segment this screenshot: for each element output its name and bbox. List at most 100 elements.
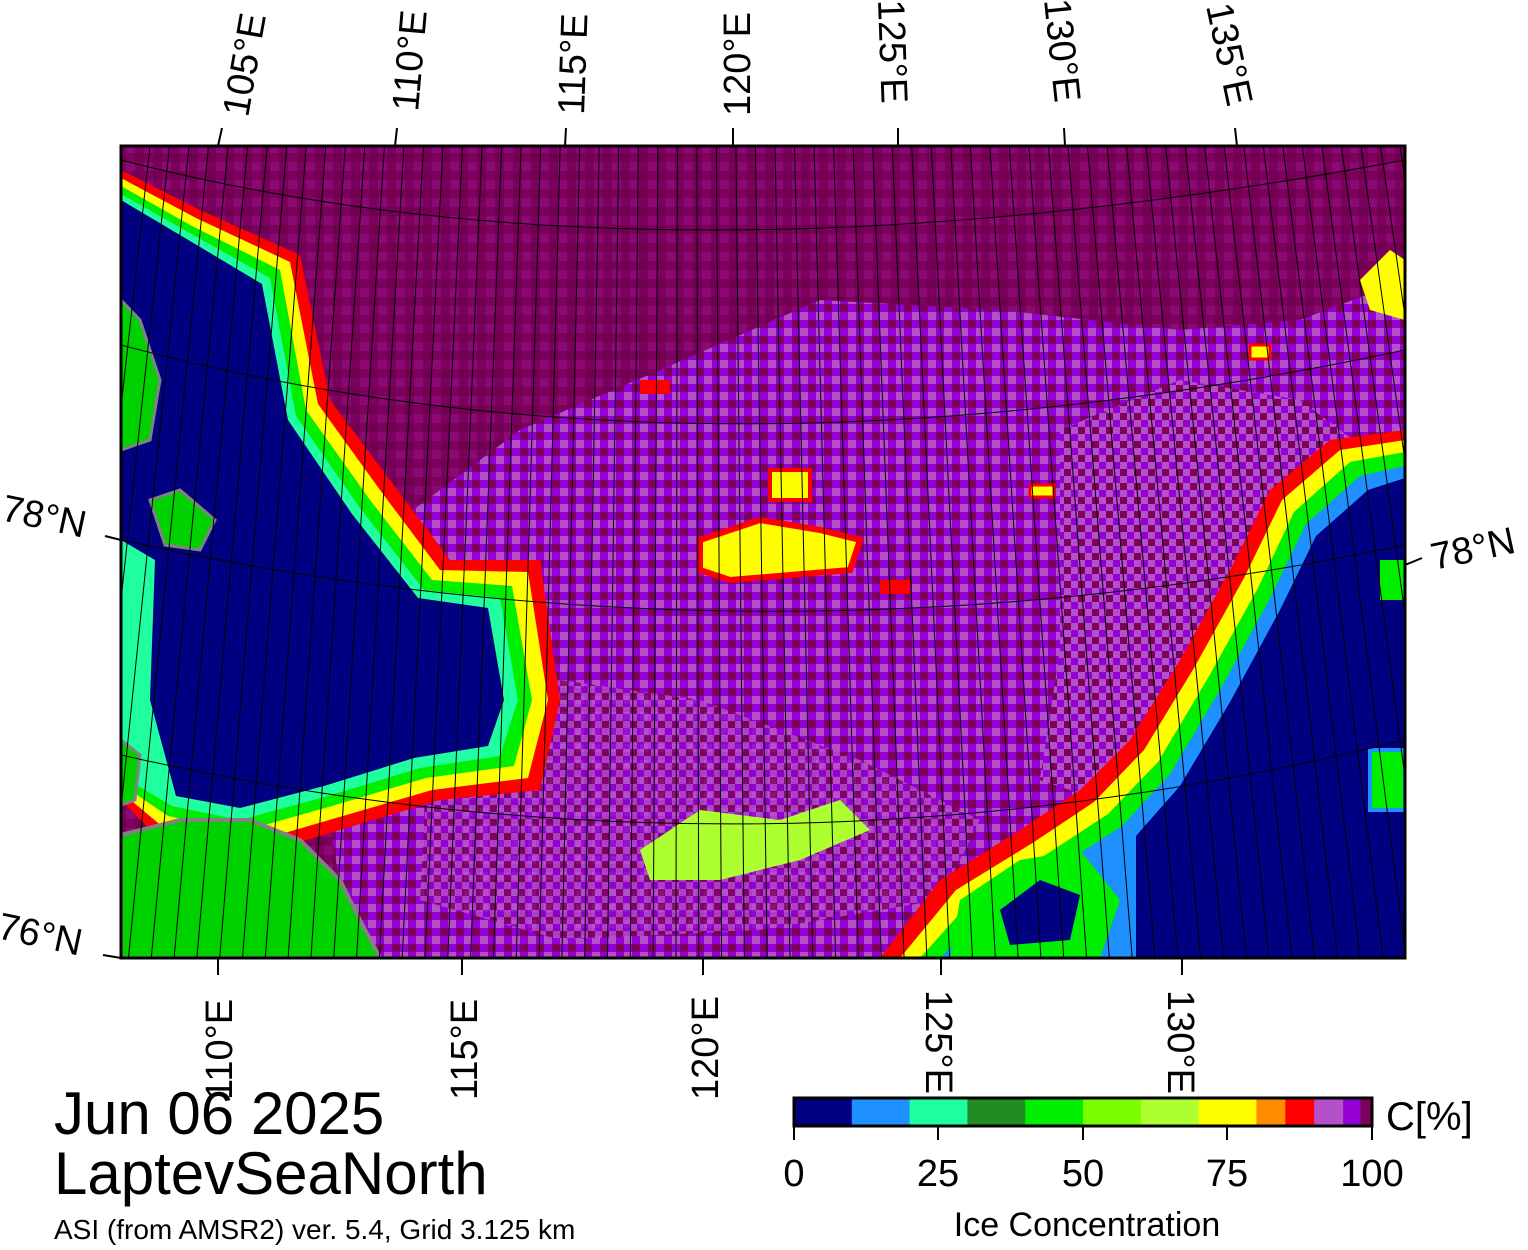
graticule-meridians bbox=[121, 146, 1405, 958]
ice-streak-south bbox=[640, 800, 870, 880]
meridian-line bbox=[584, 146, 600, 958]
meridian-line bbox=[774, 146, 791, 958]
open-water-west bbox=[121, 200, 504, 808]
colorbar-swatches bbox=[794, 1098, 1373, 1126]
colorbar-swatch bbox=[1140, 1098, 1200, 1126]
meridian-line bbox=[1106, 146, 1179, 958]
top-lon-label-105: 105°E bbox=[216, 10, 275, 120]
colorbar-unit: C[%] bbox=[1386, 1095, 1473, 1139]
ice-streak-central-edge bbox=[697, 516, 864, 584]
graticule-latitudes bbox=[121, 159, 1405, 825]
ice-spot-d bbox=[880, 580, 910, 594]
top-lon-label-125: 125°E bbox=[869, 0, 915, 104]
meridian-line bbox=[930, 146, 973, 958]
map-date: Jun 06 2025 bbox=[54, 1080, 385, 1147]
top-lon-label-110: 110°E bbox=[385, 8, 436, 112]
meridian-line bbox=[872, 146, 905, 958]
meridian-line bbox=[515, 146, 542, 958]
land-west-upper bbox=[121, 297, 162, 452]
meridian-line bbox=[538, 146, 561, 958]
colorbar-tick-75: 75 bbox=[1206, 1153, 1248, 1195]
meridian-line bbox=[264, 146, 327, 958]
colorbar-swatch bbox=[1314, 1098, 1344, 1126]
ice-spot-e bbox=[1248, 343, 1272, 361]
colorbar-swatch bbox=[909, 1098, 968, 1126]
colorbar: 0 25 50 75 100 C[%] Ice Concentration bbox=[783, 1095, 1472, 1244]
meridian-line bbox=[607, 146, 620, 958]
colorbar-ticks bbox=[793, 1126, 1373, 1140]
meridian-line bbox=[121, 146, 190, 814]
map-frame bbox=[119, 144, 1407, 960]
colorbar-title: Ice Concentration bbox=[954, 1206, 1221, 1244]
bottom-lon-label-110: 110°E bbox=[199, 999, 241, 1100]
colorbar-swatch bbox=[794, 1098, 853, 1126]
meridian-line bbox=[150, 146, 229, 958]
bottom-lon-label-120: 120°E bbox=[685, 996, 727, 1100]
meridian-line bbox=[629, 146, 639, 958]
meridian-line bbox=[356, 146, 405, 958]
meridian-line bbox=[378, 146, 424, 958]
meridian-line bbox=[1165, 146, 1247, 958]
meridian-line bbox=[401, 146, 444, 958]
meridian-line bbox=[310, 146, 366, 958]
ice-spot-b bbox=[768, 468, 812, 502]
bottom-lon-label-115: 115°E bbox=[444, 999, 486, 1100]
meridian-line bbox=[989, 146, 1042, 958]
meridian-line bbox=[561, 146, 581, 958]
meridian-line bbox=[833, 146, 859, 958]
meridian-line bbox=[287, 146, 346, 958]
colorbar-swatch bbox=[1083, 1098, 1142, 1126]
colorbar-swatch bbox=[967, 1098, 1026, 1126]
top-lon-label-135: 135°E bbox=[1197, 0, 1260, 110]
colorbar-swatch bbox=[851, 1098, 911, 1126]
meridian-line bbox=[1184, 146, 1270, 958]
meridian-line bbox=[1047, 146, 1110, 958]
meridian-line bbox=[754, 146, 768, 958]
meridian-line bbox=[1243, 146, 1338, 958]
meridian-line bbox=[1223, 146, 1316, 958]
meridian-line bbox=[242, 146, 307, 958]
meridian-line bbox=[675, 146, 678, 958]
meridian-line bbox=[1360, 146, 1405, 466]
meridian-line bbox=[891, 146, 928, 958]
colorbar-swatch bbox=[1285, 1098, 1315, 1126]
lat-label-78-west: 78°N bbox=[0, 488, 90, 547]
meridian-line bbox=[1204, 146, 1293, 958]
top-lon-label-115: 115°E bbox=[551, 13, 597, 116]
meridian-line bbox=[696, 146, 700, 958]
meridian-line bbox=[1145, 146, 1224, 958]
meridian-line bbox=[911, 146, 951, 958]
ice-spot-a bbox=[640, 380, 670, 394]
colorbar-swatch bbox=[1198, 1098, 1257, 1126]
colorbar-tick-0: 0 bbox=[783, 1153, 804, 1195]
meridian-line bbox=[1262, 146, 1361, 958]
top-lon-label-120: 120°E bbox=[717, 12, 759, 116]
colorbar-tick-25: 25 bbox=[917, 1153, 959, 1195]
ice-spot-g bbox=[1368, 748, 1405, 812]
meridian-line bbox=[196, 146, 268, 958]
meridian-line bbox=[813, 146, 837, 958]
lat-label-76-west: 76°N bbox=[0, 906, 86, 965]
meridian-line bbox=[447, 146, 483, 958]
meridian-line bbox=[715, 146, 723, 958]
meridian-line bbox=[492, 146, 522, 958]
colorbar-tick-50: 50 bbox=[1062, 1153, 1104, 1195]
meridian-line bbox=[1067, 146, 1133, 958]
meridian-line bbox=[1321, 146, 1405, 782]
meridian-line bbox=[127, 146, 210, 958]
map-region-name: LaptevSeaNorth bbox=[54, 1140, 488, 1207]
meridian-line bbox=[1301, 146, 1405, 955]
meridian-line bbox=[121, 146, 171, 606]
colorbar-tick-100: 100 bbox=[1340, 1153, 1403, 1195]
lat-label-78-east: 78°N bbox=[1427, 520, 1519, 579]
meridian-line bbox=[735, 146, 745, 958]
meridian-line bbox=[219, 146, 288, 958]
ice-spot-c bbox=[1028, 483, 1056, 499]
meridian-line bbox=[173, 146, 249, 958]
colorbar-swatch bbox=[1256, 1098, 1286, 1126]
land-island-west bbox=[148, 488, 217, 552]
ice-patch-northeast bbox=[1360, 250, 1405, 320]
ice-spot-f bbox=[1380, 560, 1405, 600]
meridian-line bbox=[652, 146, 659, 958]
